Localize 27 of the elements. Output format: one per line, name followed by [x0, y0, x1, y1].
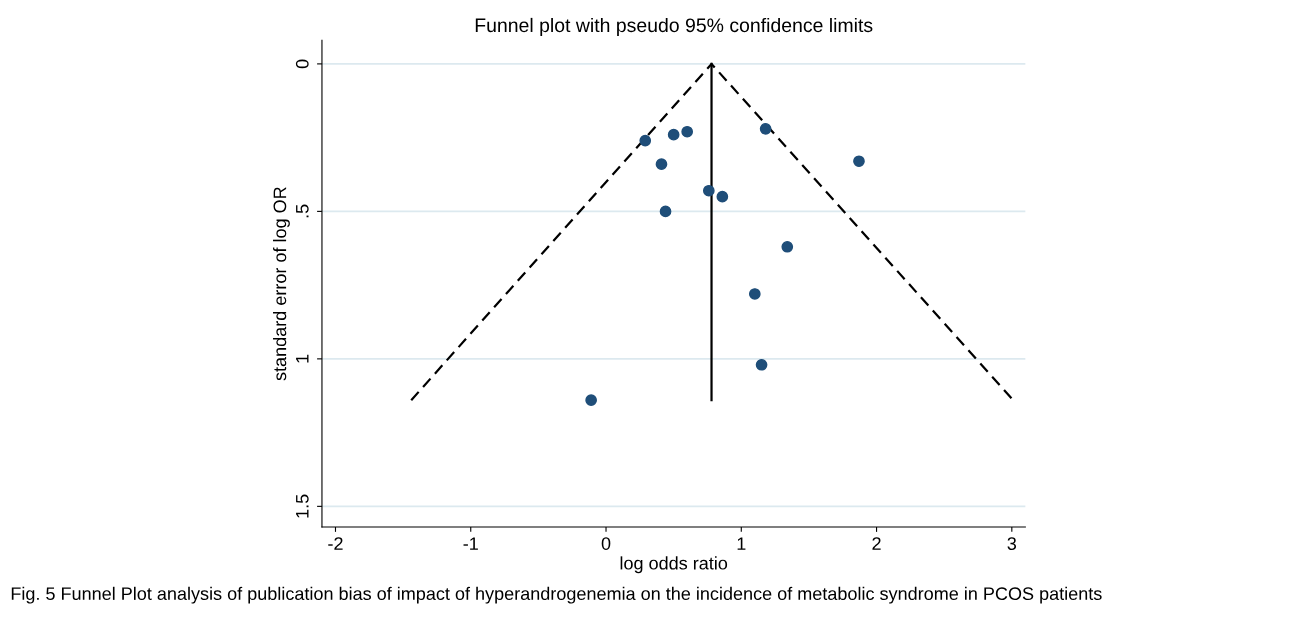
point: [667, 128, 680, 141]
point: [681, 125, 694, 138]
x-tick-label: 0: [601, 537, 611, 550]
point: [639, 134, 652, 147]
x-axis-title: log odds ratio: [620, 556, 728, 574]
point: [759, 122, 772, 135]
point: [755, 358, 768, 371]
point: [655, 158, 668, 171]
y-tick-label: 0: [295, 59, 309, 69]
chart-title: Funnel plot with pseudo 95% confidence limits: [475, 17, 873, 36]
point: [716, 190, 729, 203]
x-tick-label: 1: [737, 537, 746, 550]
point: [781, 240, 794, 253]
y-axis-title: standard error of log OR: [273, 187, 290, 381]
x-tick-label: -1: [463, 537, 478, 550]
x-tick-label: 2: [872, 537, 881, 550]
caption: Fig. 5 Funnel Plot analysis of publication bias of impact of hyperandrogenemia on the incidence of metabolic syndrome in PCOS patients: [11, 586, 1102, 604]
y-tick-label: 1: [296, 354, 309, 363]
y-tick-label: 1.5: [296, 494, 309, 518]
point: [748, 288, 761, 300]
x-tick-label: 3: [1007, 537, 1017, 550]
point: [702, 184, 715, 197]
point: [659, 205, 672, 218]
y-tick-label: .5: [296, 204, 309, 218]
x-tick-label: -2: [328, 537, 343, 550]
point: [585, 394, 597, 407]
point: [853, 155, 865, 168]
